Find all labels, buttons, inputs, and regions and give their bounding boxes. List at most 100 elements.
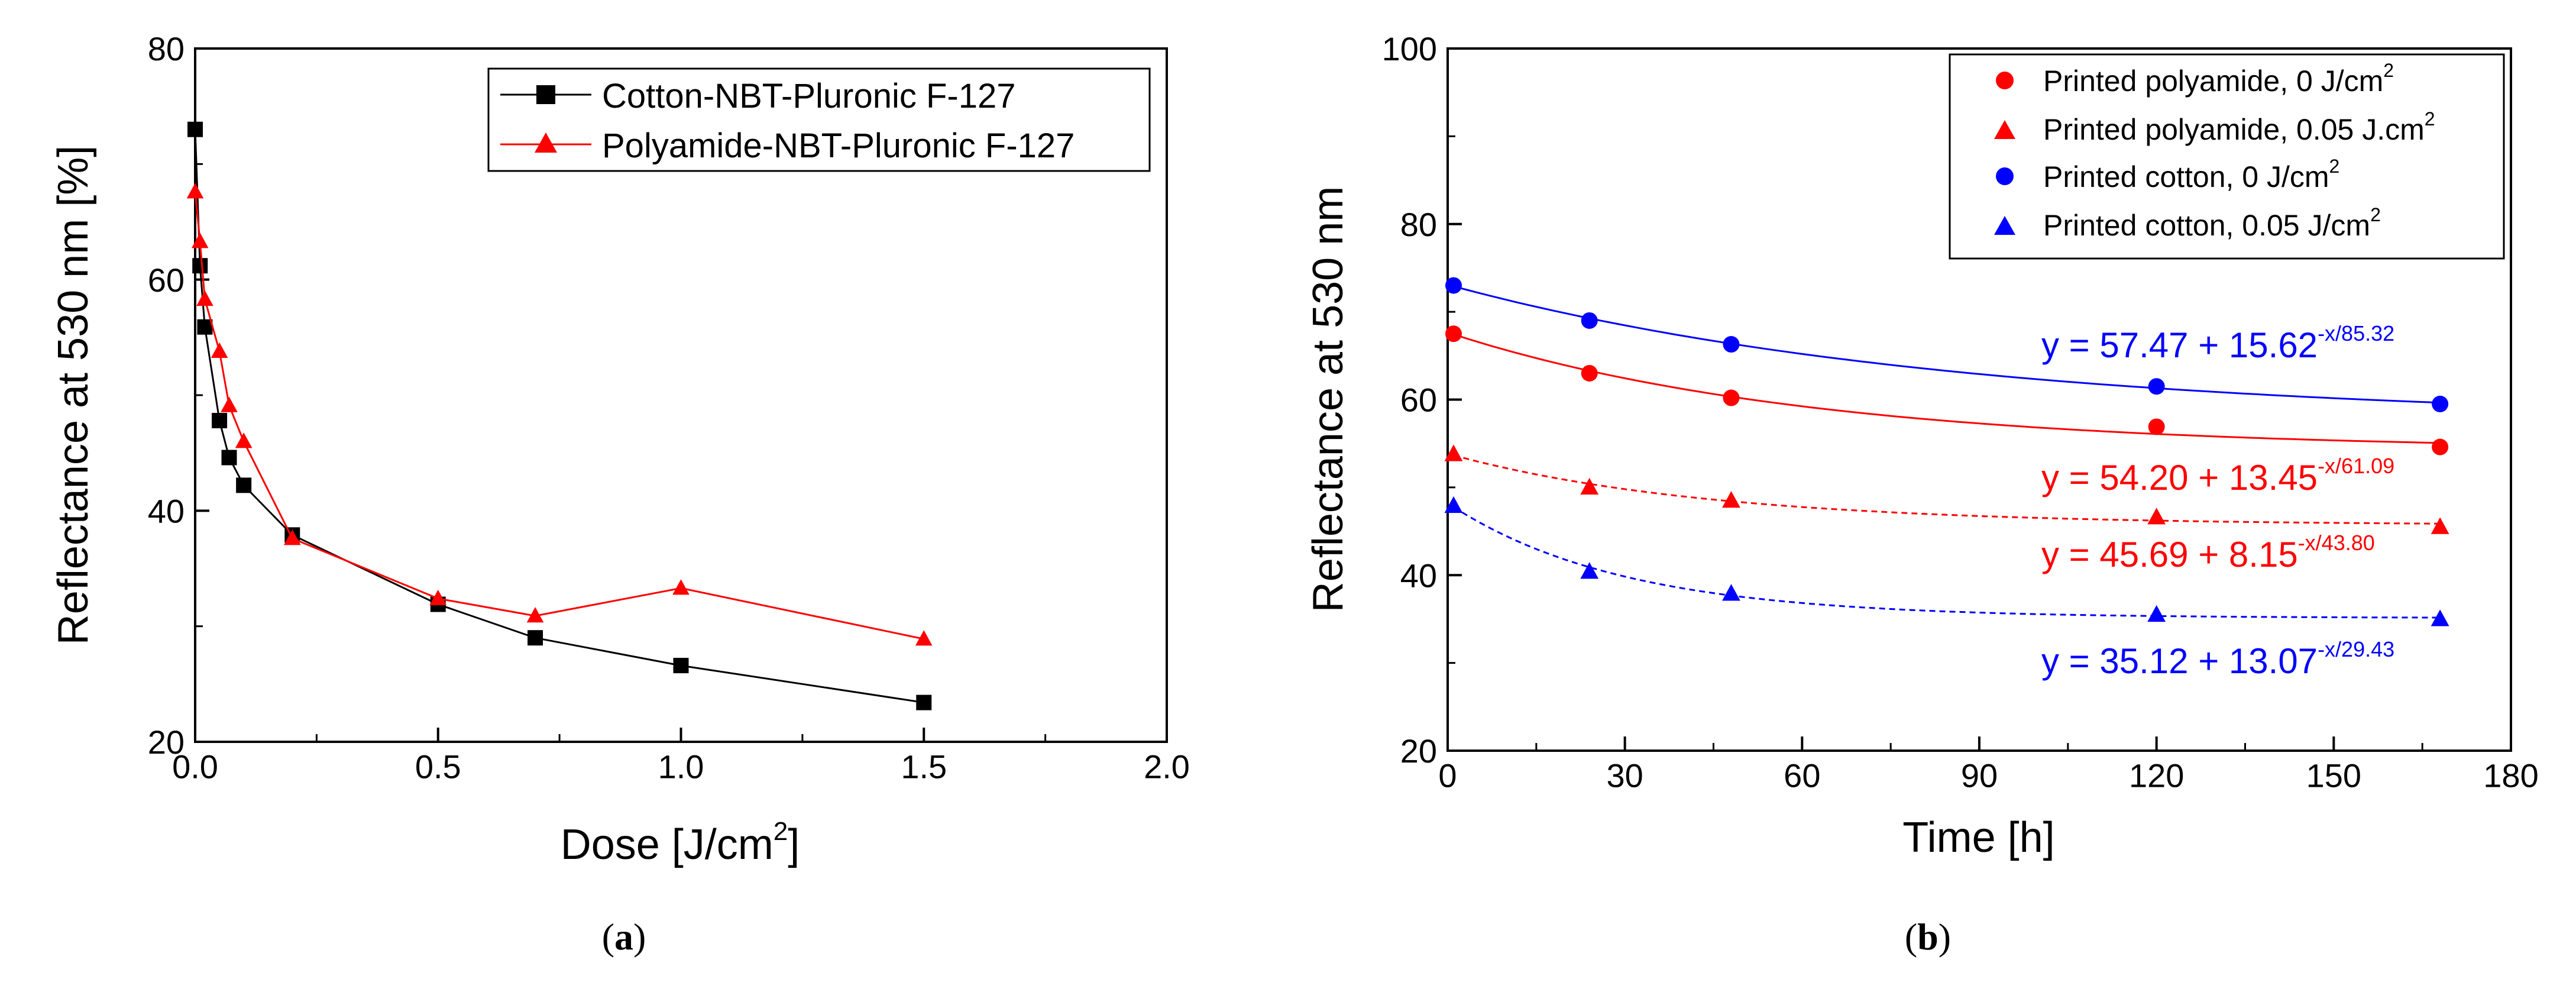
- panel-a-series-line-1: [194, 192, 924, 640]
- panel-b-point-s1-0: [1444, 444, 1463, 461]
- legend-triangle-marker: [535, 133, 557, 153]
- panel-a-x-tick-label: 0.0: [172, 748, 218, 786]
- panel-a-x-tick-label: 0.5: [415, 748, 461, 786]
- panel-b-legend-item-cotton-005: Printed cotton, 0.05 J/cm2: [1994, 204, 2381, 242]
- panel-a-point-s1-0: [186, 183, 204, 199]
- equation-cotton-005: y = 35.12 + 13.07-x/29.43: [2041, 637, 2394, 681]
- panel-b-legend-label-polyamide-005: Printed polyamide, 0.05 J.cm2: [2043, 108, 2435, 146]
- panel-b-y-axis-label: Reflectance at 530 nm: [1305, 186, 1352, 612]
- panel-b-x-tick-label: 90: [1961, 757, 1998, 794]
- panel-b-legend-item-cotton-0: Printed cotton, 0 J/cm2: [1996, 156, 2339, 193]
- panel-b-x-ticks: 0 30 60 90 120 150 180: [1438, 736, 2539, 794]
- panel-a-legend-item-polyamide: Polyamide-NBT-Pluronic F-127: [500, 127, 1075, 165]
- panel-b-y-tick-label: 40: [1400, 557, 1437, 594]
- panel-a-point-s1-6: [284, 529, 301, 545]
- panel-b-x-tick-label: 30: [1607, 757, 1643, 794]
- panel-a-x-axis-label: Dose [J/cm2]: [561, 817, 800, 868]
- panel-b-point-s3-3: [2147, 605, 2166, 622]
- panel-b-y-tick-label: 60: [1400, 382, 1437, 419]
- panel-b-point-s2-0: [1445, 277, 1462, 294]
- equation-polyamide-0: y = 54.20 + 13.45-x/61.09: [2041, 454, 2394, 498]
- panel-b-point-s3-1: [1580, 562, 1599, 579]
- panel-b-point-s2-1: [1581, 312, 1598, 329]
- panel-b-x-tick-label: 60: [1784, 757, 1820, 794]
- panel-b-y-tick-label: 20: [1400, 732, 1437, 770]
- legend-triangle-marker: [1994, 216, 2015, 235]
- panel-a-point-s0-8: [528, 630, 543, 646]
- panel-a-legend-label-cotton: Cotton-NBT-Pluronic F-127: [602, 77, 1015, 115]
- panel-a-point-s0-2: [197, 319, 213, 335]
- panel-a-point-s0-9: [673, 658, 689, 674]
- panel-b-caption: (b): [1905, 916, 1951, 958]
- panel-b-x-tick-label: 180: [2483, 757, 2538, 794]
- panel-a-point-s0-4: [221, 450, 237, 466]
- panel-b-point-s1-2: [1722, 491, 1740, 508]
- panel-b-point-s1-1: [1580, 477, 1599, 495]
- panel-b-point-s2-2: [1723, 336, 1740, 353]
- panel-a-point-s1-1: [191, 232, 209, 248]
- panel-a-y-axis-label: Reflectance at 530 nm [%]: [50, 146, 97, 645]
- panel-a-x-tick-label: 1.5: [901, 748, 947, 786]
- equation-cotton-0: y = 57.47 + 15.62-x/85.32: [2041, 321, 2394, 365]
- panel-a-x-ticks: 0.0 0.5 1.0 1.5 2.0: [172, 728, 1190, 786]
- panel-a-legend-item-cotton: Cotton-NBT-Pluronic F-127: [500, 77, 1015, 115]
- panel-a-series: [186, 121, 933, 710]
- legend-triangle-marker: [1994, 120, 2015, 139]
- panel-a-point-s1-4: [221, 396, 238, 412]
- panel-b-point-s0-4: [2432, 438, 2449, 455]
- panel-a-point-s0-5: [236, 477, 252, 493]
- panel-b-point-s0-3: [2148, 418, 2165, 435]
- panel-b-point-s2-3: [2148, 378, 2165, 395]
- panel-a-y-tick-label: 20: [148, 723, 185, 761]
- panel-b-chart: 20 40 60 80 100 0 30 60 90 120 150 180 Reflectance…: [1305, 30, 2539, 958]
- panel-a-point-s0-10: [916, 694, 932, 710]
- panel-b-point-s1-4: [2431, 517, 2449, 534]
- panel-b-legend-label-cotton-0: Printed cotton, 0 J/cm2: [2043, 156, 2339, 193]
- panel-a-legend-box: [487, 67, 1151, 172]
- panel-b-point-s1-3: [2147, 508, 2166, 525]
- panel-b-legend-label-polyamide-0: Printed polyamide, 0 J/cm2: [2043, 60, 2394, 98]
- panel-a-point-s1-5: [235, 432, 253, 448]
- legend-circle-marker: [1996, 72, 2014, 89]
- panel-b-x-tick-label: 120: [2129, 757, 2184, 794]
- panel-b-fit-curve-1: [1453, 454, 2441, 525]
- panel-b-legend-item-polyamide-005: Printed polyamide, 0.05 J.cm2: [1994, 108, 2435, 146]
- equation-polyamide-005: y = 45.69 + 8.15-x/43.80: [2041, 531, 2375, 574]
- panel-a-y-tick-label: 40: [148, 492, 185, 529]
- panel-a-point-s1-9: [672, 579, 690, 595]
- legend-circle-marker: [1996, 167, 2014, 185]
- panel-b-x-tick-label: 150: [2306, 757, 2361, 794]
- panel-a-point-s1-3: [211, 342, 228, 358]
- panel-b-point-s3-2: [1722, 584, 1740, 601]
- panel-b-x-tick-label: 0: [1438, 757, 1457, 794]
- panel-b-legend-label-cotton-005: Printed cotton, 0.05 J/cm2: [2043, 204, 2381, 242]
- panel-b-legend-item-polyamide-0: Printed polyamide, 0 J/cm2: [1996, 60, 2394, 98]
- panel-b-point-s0-0: [1445, 325, 1462, 343]
- panel-a-point-s1-8: [526, 607, 544, 623]
- panel-a-point-s1-7: [429, 589, 447, 605]
- panel-b-fit-curve-2: [1453, 285, 2441, 404]
- panel-a-caption: (a): [602, 916, 646, 958]
- panel-b-legend-box: [1949, 53, 2505, 260]
- panel-b-y-tick-label: 100: [1382, 30, 1437, 67]
- panel-a-point-s0-3: [212, 412, 228, 428]
- panel-b-y-tick-label: 80: [1400, 206, 1437, 243]
- panel-a-legend: Cotton-NBT-Pluronic F-127 Polyamide-NBT-…: [487, 67, 1151, 172]
- panel-a-x-tick-label: 1.0: [658, 748, 704, 786]
- panel-a-point-s1-10: [915, 630, 933, 646]
- panel-b-series: [1444, 277, 2449, 626]
- panel-a-y-ticks: 20 40 60 80: [148, 30, 209, 761]
- panel-b-point-s3-0: [1444, 496, 1463, 513]
- panel-b-point-s0-2: [1723, 389, 1740, 406]
- panel-b-point-s0-1: [1581, 364, 1598, 382]
- panel-a-y-tick-label: 80: [148, 30, 185, 67]
- legend-square-marker: [536, 85, 555, 104]
- panel-a-point-s1-2: [196, 290, 213, 306]
- panel-b-fit-curve-3: [1453, 506, 2441, 619]
- panel-a-chart: 20 40 60 80 0.0 0.5 1.0 1.5 2.0 Reflectance at …: [50, 30, 1190, 958]
- panel-b-y-ticks: 20 40 60 80 100: [1382, 30, 1462, 770]
- panel-b-point-s3-4: [2431, 609, 2449, 626]
- panel-a-y-tick-label: 60: [148, 261, 185, 299]
- panel-b-fit-curve-0: [1453, 333, 2441, 444]
